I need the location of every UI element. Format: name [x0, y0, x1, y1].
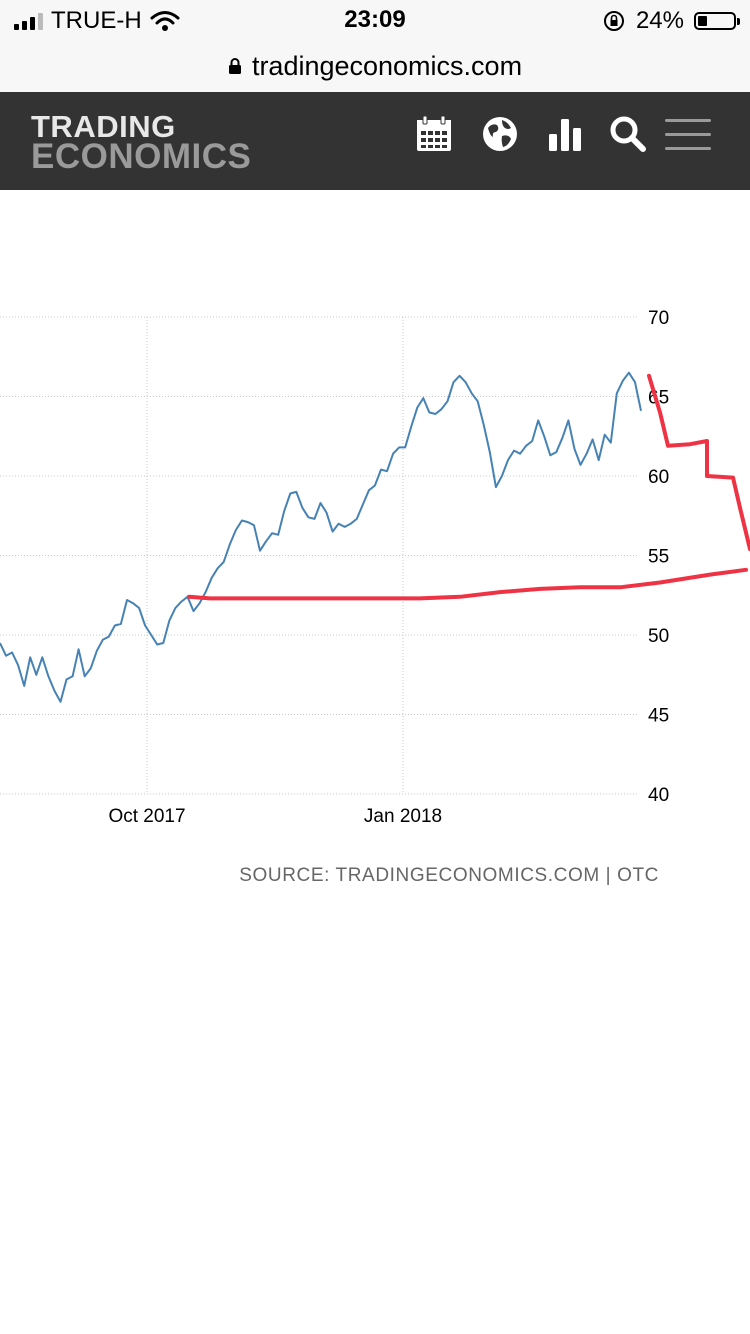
calendar-icon[interactable] — [414, 114, 454, 154]
y-tick-label: 45 — [648, 706, 669, 727]
y-tick-label: 55 — [648, 547, 669, 568]
battery-percent: 24% — [635, 7, 684, 34]
search-icon[interactable] — [608, 114, 648, 154]
status-time: 23:09 — [344, 6, 406, 33]
wifi-icon — [150, 11, 180, 31]
site-header: TRADING ECONOMICS — [0, 92, 750, 190]
x-axis-ticks: Oct 2017 Jan 2018 — [108, 806, 442, 827]
logo-line2: ECONOMICS — [31, 137, 252, 176]
y-tick-label: 70 — [648, 308, 669, 329]
chart-grid — [0, 316, 638, 795]
signal-strength-icon — [14, 12, 43, 30]
menu-icon[interactable] — [665, 119, 711, 151]
address-bar[interactable]: tradingeconomics.com — [0, 40, 750, 92]
status-bar: TRUE-H 23:09 24% — [0, 0, 750, 40]
series-line — [0, 371, 642, 703]
y-tick-label: 60 — [648, 467, 669, 488]
lock-icon — [228, 58, 241, 74]
chart-source: SOURCE: TRADINGECONOMICS.COM | OTC — [239, 865, 659, 886]
globe-icon[interactable] — [480, 114, 520, 154]
annotation-support-line — [187, 567, 748, 601]
bar-chart-icon[interactable] — [546, 114, 586, 154]
x-tick-label: Oct 2017 — [108, 806, 185, 827]
url-text: tradingeconomics.com — [251, 50, 523, 81]
site-logo[interactable]: TRADING ECONOMICS — [31, 109, 252, 176]
y-tick-label: 50 — [648, 626, 669, 647]
battery-icon — [694, 12, 740, 30]
x-tick-label: Jan 2018 — [364, 806, 442, 827]
y-tick-label: 40 — [648, 785, 669, 806]
annotation-projection-line — [647, 373, 750, 552]
logo-line1: TRADING — [31, 109, 176, 144]
status-right: 24% — [602, 6, 740, 36]
carrier-label: TRUE-H — [51, 7, 142, 34]
carrier-group: TRUE-H — [14, 6, 180, 36]
orientation-lock-icon — [603, 11, 624, 31]
